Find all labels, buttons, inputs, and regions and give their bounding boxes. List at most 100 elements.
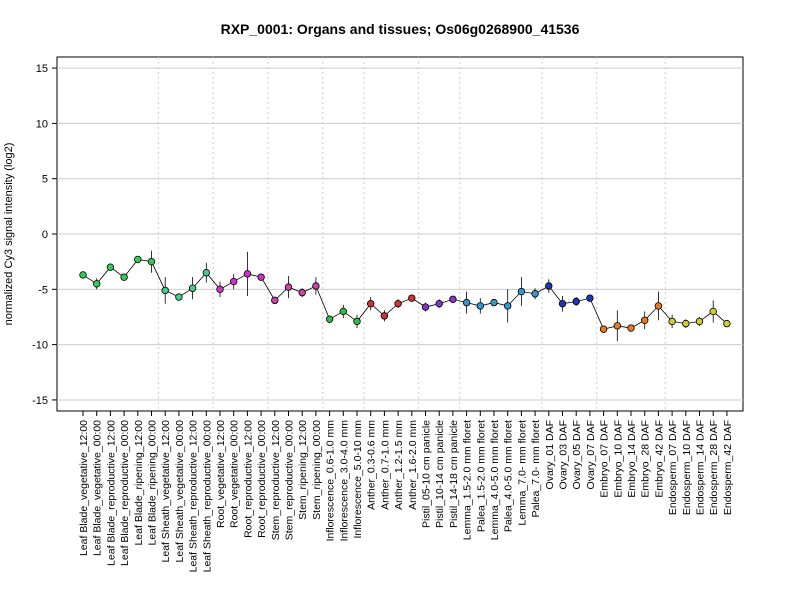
x-tick-label: Leaf Blade_vegetative_12:00 [78, 420, 90, 556]
x-tick-label: Leaf Blade_vegetative_00:00 [92, 420, 104, 556]
data-point [298, 288, 306, 297]
series-layer [79, 250, 731, 342]
x-axis-ticks: Leaf Blade_vegetative_12:00 Leaf Blade_ve… [78, 411, 734, 572]
data-point [325, 315, 334, 323]
x-tick-label: Pistil_10-14 cm panicle [434, 420, 446, 528]
data-point [394, 299, 402, 308]
data-point [202, 269, 210, 277]
x-tick-label: Leaf Sheath_vegetative_12:00 [160, 420, 172, 563]
x-tick-label: Palea_7.0- mm floret [530, 420, 542, 518]
x-tick-label: Leaf Sheath_reproductive_12:00 [188, 420, 200, 573]
y-tick-label: -5 [38, 284, 48, 296]
x-tick-label: Inflorescence_5.0-10 mm [352, 420, 364, 539]
data-point [284, 283, 293, 291]
data-point [257, 273, 265, 281]
data-point [462, 298, 471, 307]
data-point [188, 284, 197, 292]
data-point [161, 286, 169, 295]
data-point [476, 302, 484, 310]
data-point [449, 295, 457, 303]
x-tick-label: Leaf Blade_reproductive_12:00 [105, 420, 117, 566]
data-point [216, 285, 224, 294]
data-point [545, 282, 553, 290]
data-point [339, 307, 347, 316]
x-tick-label: Ovary_07 DAF [585, 420, 597, 489]
y-tick-label: 10 [36, 118, 48, 130]
x-tick-label: Root_vegetative_12:00 [215, 420, 227, 528]
x-tick-label: Root_vegetative_00:00 [229, 420, 241, 528]
grid-layer [57, 57, 743, 411]
data-point [723, 319, 731, 328]
data-point [517, 287, 526, 296]
data-point [599, 325, 608, 333]
chart-title: RXP_0001: Organs and tissues; Os06g02689… [221, 21, 580, 37]
data-point [682, 319, 690, 328]
y-tick-label: 5 [42, 174, 48, 186]
data-point [408, 294, 416, 302]
data-point [120, 273, 128, 281]
data-point [490, 298, 498, 307]
x-tick-label: Anther_1.6-2.0 mm [407, 420, 419, 510]
x-tick-label: Ovary_03 DAF [558, 420, 570, 489]
x-tick-label: Lemma_1.5-2.0 mm floret [462, 420, 474, 540]
data-point [79, 271, 87, 279]
data-point [504, 302, 512, 310]
y-tick-label: -15 [32, 395, 48, 407]
data-point [92, 280, 101, 288]
data-point [367, 299, 375, 308]
x-tick-label: Embryo_42 DAF [653, 420, 665, 498]
data-point [695, 317, 704, 326]
y-axis-ticks: -15 -10 -5 0 5 10 15 [32, 63, 57, 407]
data-point [641, 316, 649, 324]
x-tick-label: Leaf Sheath_reproductive_00:00 [201, 420, 213, 573]
data-point [147, 257, 156, 266]
x-tick-label: Endosperm_42 DAF [722, 420, 734, 515]
x-tick-label: Stem_ripening_12:00 [297, 420, 309, 520]
x-tick-label: Leaf Blade_reproductive_00:00 [119, 420, 131, 566]
x-tick-label: Inflorescence_3.0-4.0 mm [338, 420, 350, 542]
x-tick-label: Embryo_28 DAF [640, 420, 652, 498]
x-tick-label: Leaf Blade_ripening_12:00 [133, 420, 145, 546]
data-point [134, 255, 142, 264]
x-tick-label: Root_reproductive_00:00 [256, 420, 268, 538]
x-tick-label: Anther_0.7-1.0 mm [379, 420, 391, 510]
x-tick-label: Ovary_01 DAF [544, 420, 556, 489]
x-tick-label: Anther_1.2-1.5 mm [393, 420, 405, 510]
data-point [380, 312, 389, 320]
data-point [312, 282, 320, 290]
x-tick-label: Embryo_07 DAF [599, 420, 611, 498]
x-tick-label: Inflorescence_0.6-1.0 mm [325, 420, 337, 542]
x-tick-label: Stem_reproductive_12:00 [270, 420, 282, 540]
y-tick-label: -10 [32, 340, 48, 352]
data-point [229, 277, 238, 286]
data-point [668, 317, 676, 326]
x-tick-label: Endosperm_07 DAF [667, 420, 679, 515]
x-tick-label: Pistil_14-18 cm panicle [448, 420, 460, 528]
data-point [572, 297, 580, 306]
x-tick-label: Palea_1.5-2.0 mm floret [475, 420, 487, 532]
data-point [421, 303, 430, 311]
data-point [175, 293, 183, 301]
data-point [709, 307, 717, 316]
x-tick-label: Endosperm_28 DAF [708, 420, 720, 515]
y-axis-label: normalized Cy3 signal intensity (log2) [3, 143, 15, 326]
x-tick-label: Endosperm_14 DAF [695, 420, 707, 515]
x-tick-label: Palea_4.0-5.0 mm floret [503, 420, 515, 532]
data-point [627, 324, 635, 332]
x-tick-label: Endosperm_10 DAF [681, 420, 693, 515]
x-tick-label: Leaf Blade_ripening_00:00 [147, 420, 159, 546]
data-point [106, 263, 115, 271]
x-tick-label: Root_reproductive_12:00 [242, 420, 254, 538]
x-tick-label: Anther_0.3-0.6 mm [366, 420, 378, 510]
x-tick-label: Lemma_4.0-5.0 mm floret [489, 420, 501, 540]
x-tick-label: Stem_ripening_00:00 [311, 420, 323, 520]
data-point [353, 317, 361, 326]
y-tick-label: 15 [36, 63, 48, 75]
y-tick-label: 0 [42, 229, 48, 241]
data-point [531, 290, 539, 298]
x-tick-label: Embryo_10 DAF [612, 420, 624, 498]
x-tick-label: Embryo_14 DAF [626, 420, 638, 498]
x-tick-label: Stem_reproductive_00:00 [284, 420, 296, 540]
